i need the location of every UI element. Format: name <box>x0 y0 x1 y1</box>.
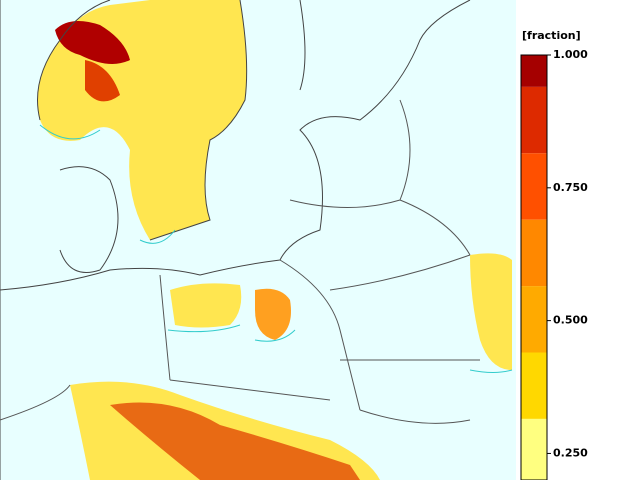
colorbar-tick-label: 1.000 <box>553 48 588 61</box>
colorbar: [fraction] 1.000 0.750 0.500 0.250 <box>520 29 588 480</box>
snow-mountains-high <box>110 402 360 480</box>
colorbar-tick-label: 0.250 <box>553 446 588 459</box>
colorbar-band <box>521 352 547 419</box>
colorbar-band <box>521 219 547 287</box>
snow-scandinavia <box>37 0 247 240</box>
colorbar-frame <box>520 54 548 480</box>
colorbar-tick-label: 0.750 <box>553 181 588 194</box>
colorbar-label: [fraction] <box>522 29 581 42</box>
colorbar-band <box>521 55 547 87</box>
colorbar-band <box>521 153 547 220</box>
colorbar-band <box>521 86 547 154</box>
border <box>0 99 480 424</box>
colorbar-band <box>521 286 547 353</box>
snow-peak <box>55 21 130 64</box>
snow-plain <box>170 283 242 328</box>
coastline <box>0 0 471 480</box>
snow-plain-high <box>255 288 291 340</box>
map <box>0 0 516 480</box>
colorbar-band <box>521 418 547 480</box>
snow-edge <box>39 124 513 373</box>
colorbar-tick-label: 0.500 <box>553 314 588 327</box>
snow-east <box>470 253 512 370</box>
snow-high <box>85 60 120 102</box>
